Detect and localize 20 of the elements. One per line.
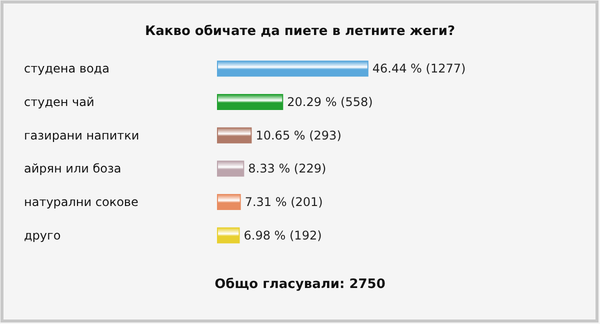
data-label: 46.44 % (1277) bbox=[372, 62, 466, 76]
bar bbox=[217, 94, 284, 110]
bar bbox=[217, 127, 252, 144]
y-tick-label: друго bbox=[24, 228, 61, 242]
y-tick-label: студен чай bbox=[24, 95, 94, 109]
data-label: 7.31 % (201) bbox=[244, 195, 323, 209]
data-label: 20.29 % (558) bbox=[287, 95, 373, 109]
y-tick-label: айрян или боза bbox=[24, 162, 122, 176]
bar bbox=[217, 227, 240, 244]
y-tick-label: студена вода bbox=[24, 62, 110, 76]
y-tick-label: натурални сокове bbox=[24, 195, 138, 209]
bar bbox=[217, 194, 241, 210]
text: Общо гласували: 2750 bbox=[214, 277, 386, 292]
y-tick-label: газирани напитки bbox=[24, 128, 140, 142]
bar bbox=[217, 160, 244, 177]
chart-title: Какво обичате да пиете в летните жеги? bbox=[145, 24, 455, 39]
bar bbox=[217, 60, 368, 77]
data-label: 8.33 % (229) bbox=[248, 162, 326, 176]
data-label: 6.98 % (192) bbox=[244, 228, 322, 242]
data-label: 10.65 % (293) bbox=[256, 128, 342, 142]
